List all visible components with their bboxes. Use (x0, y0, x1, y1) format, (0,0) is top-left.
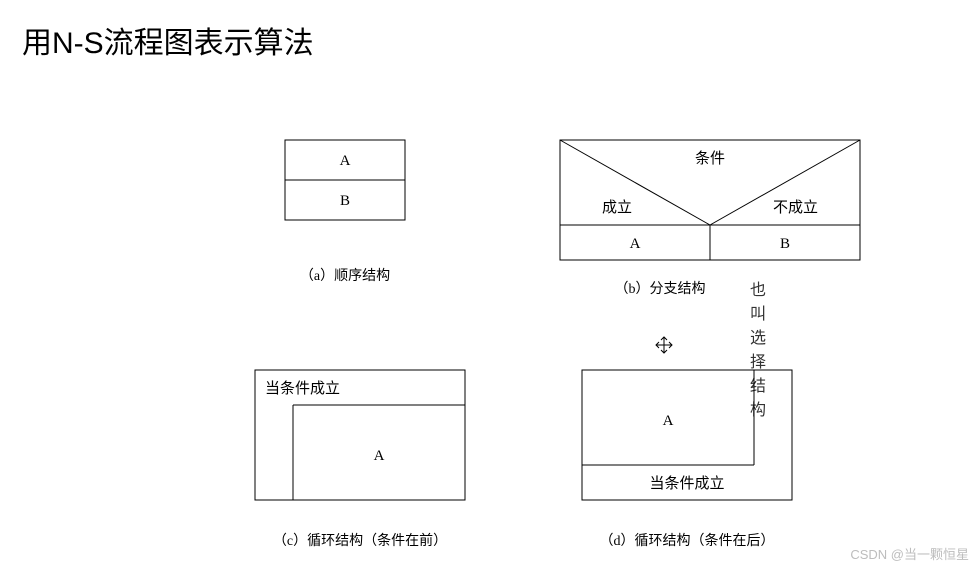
watermark-text: CSDN @当一颗恒星 (850, 544, 969, 563)
while-cond-label: 当条件成立 (265, 380, 340, 397)
branch-cell-a: A (630, 236, 641, 252)
branch-cond-label: 条件 (695, 150, 725, 167)
diagram-b-note: 也叫选择结构 (750, 276, 766, 420)
seq-cell-a: A (340, 153, 351, 169)
dowhile-cond-label: 当条件成立 (649, 475, 724, 492)
page-title: 用N-S流程图表示算法 (22, 18, 314, 62)
seq-cell-b: B (340, 193, 350, 209)
while-box: 当条件成立 A (255, 370, 465, 500)
diagram-a-caption: （a）顺序结构 (285, 265, 405, 285)
diagram-c-svg: 当条件成立 A (0, 0, 977, 569)
branch-cell-b: B (780, 236, 790, 252)
diagram-a-svg: A B (0, 0, 977, 569)
diagram-d-svg: A 当条件成立 (0, 0, 977, 569)
while-body-label: A (374, 448, 385, 464)
dowhile-body-label: A (663, 413, 674, 429)
diagram-d-caption: （d）循环结构（条件在后） (582, 530, 792, 550)
branch-true-label: 成立 (602, 199, 632, 216)
branch-box: 条件 成立 不成立 A B (560, 140, 860, 260)
branch-false-label: 不成立 (773, 199, 818, 216)
diagram-c-caption: （c）循环结构（条件在前） (255, 530, 465, 550)
diagram-b-caption: （b）分支结构 (580, 278, 740, 298)
move-cursor-icon (655, 336, 673, 359)
sequence-box: A B (285, 140, 405, 220)
diagram-b-svg: 条件 成立 不成立 A B (0, 0, 977, 569)
